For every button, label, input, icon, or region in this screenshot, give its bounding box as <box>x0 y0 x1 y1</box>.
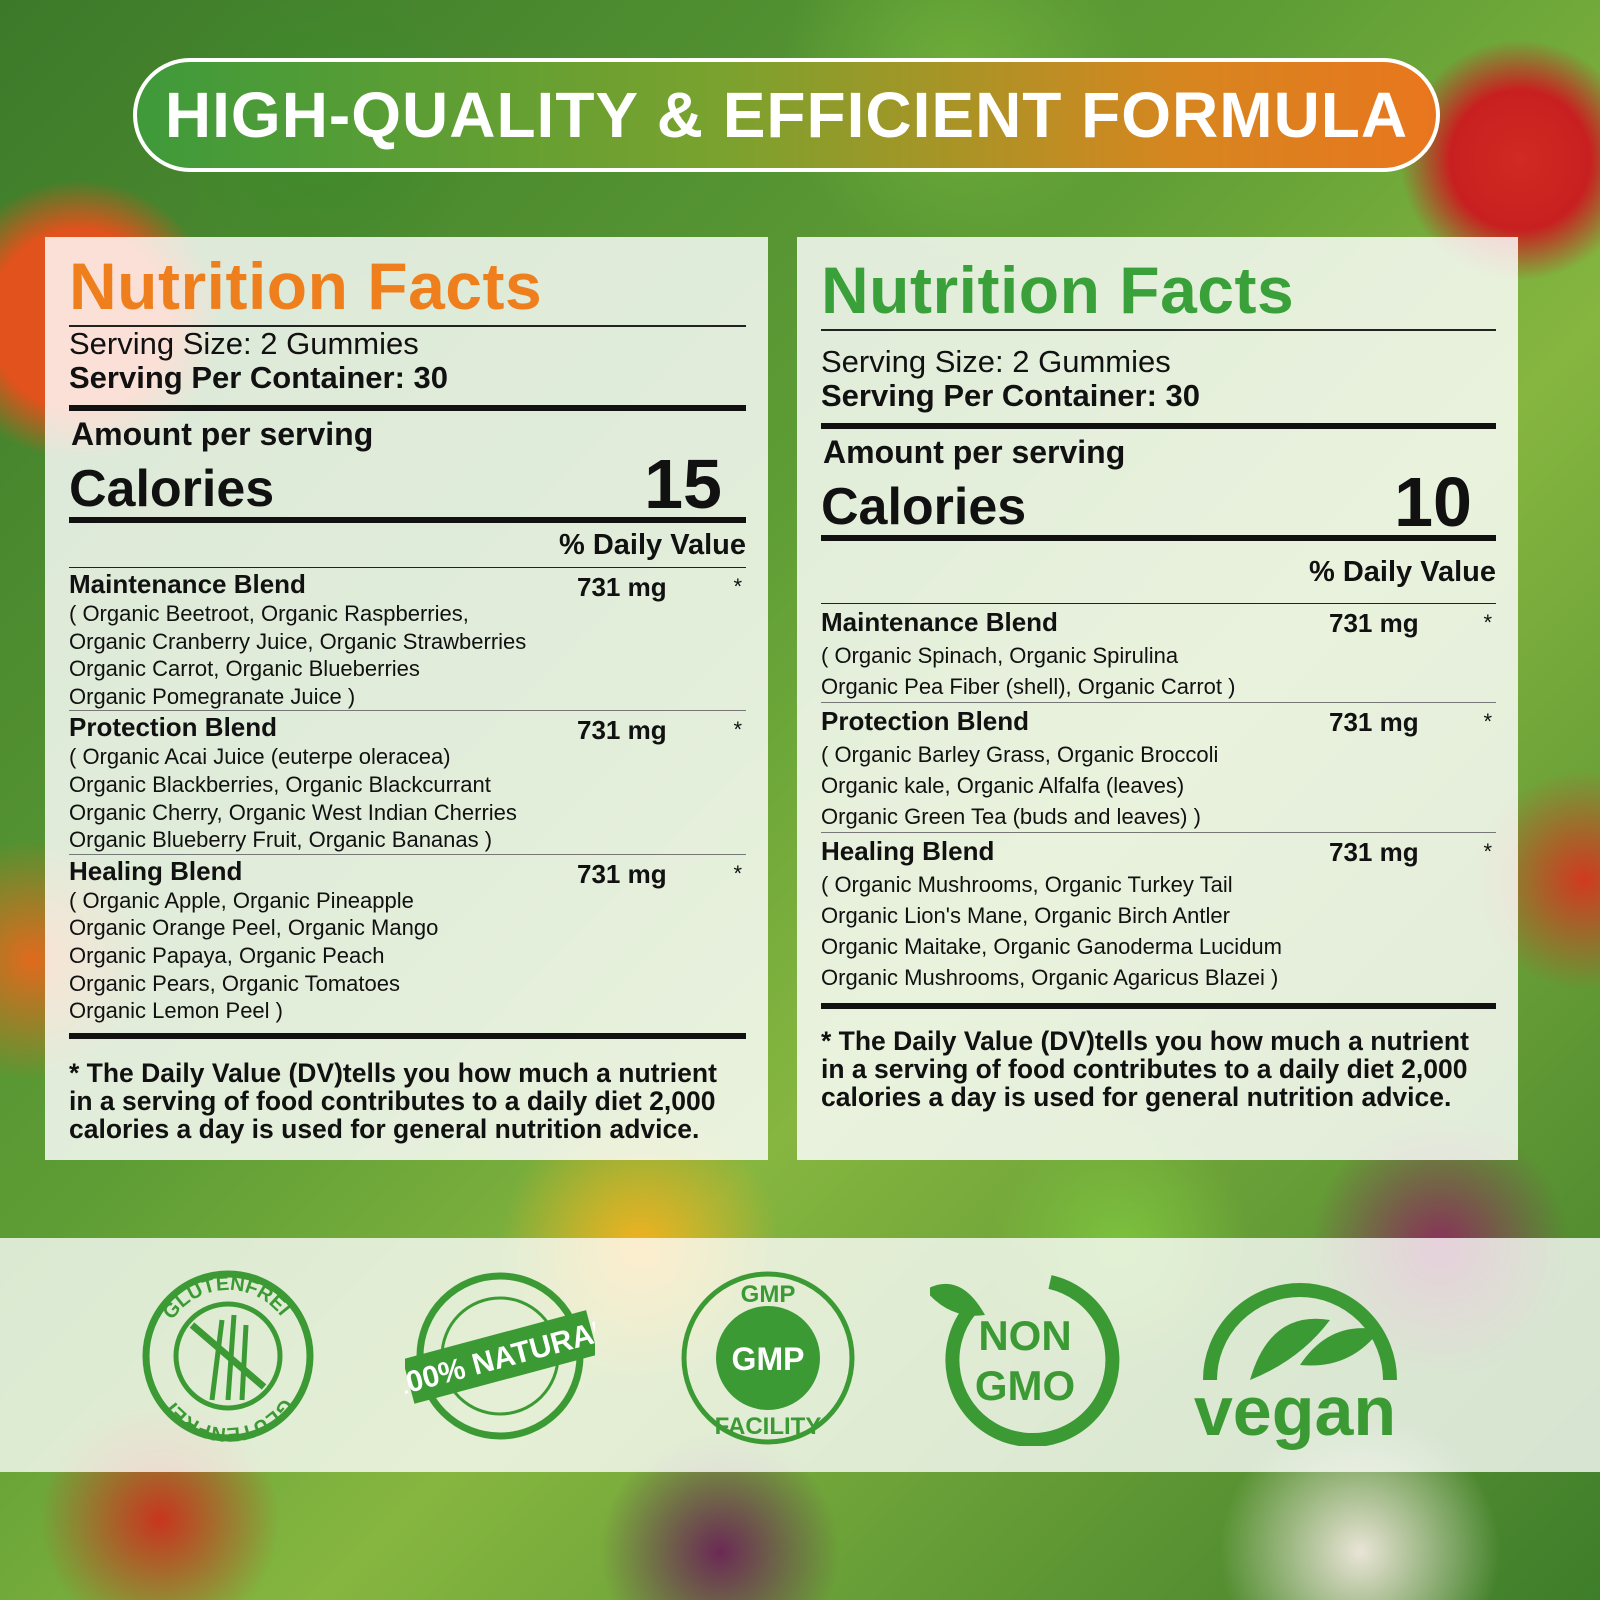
banner-title: HIGH-QUALITY & EFFICIENT FORMULA <box>164 79 1409 151</box>
daily-value-footnote: * The Daily Value (DV)tells you how much… <box>69 1057 717 1144</box>
ingredient-line: Organic Cranberry Juice, Organic Strawbe… <box>69 628 527 654</box>
calories-label: Calories <box>821 478 1027 536</box>
blend-amount: 731 mg <box>1329 608 1419 638</box>
divider <box>69 325 746 327</box>
non-gmo-icon: NON GMO <box>925 1270 1120 1451</box>
gmp-icon: GMP GMP FACILITY <box>680 1270 856 1451</box>
blend-name: Healing Blend <box>69 855 243 886</box>
divider <box>69 405 746 411</box>
amount-per-serving: Amount per serving <box>71 416 374 452</box>
ingredient-line: Organic Orange Peel, Organic Mango <box>69 915 439 941</box>
blend-daily-value: * <box>733 717 742 743</box>
nutrition-title: Nutrition Facts <box>821 253 1295 327</box>
ingredient-line: ( Organic Spinach, Organic Spirulina <box>821 643 1179 668</box>
blend-row: Healing Blend 731 mg * ( Organic Apple, Or… <box>69 853 746 1025</box>
ingredient-line: ( Organic Barley Grass, Organic Broccoli <box>821 742 1219 767</box>
ingredient-line: ( Organic Mushrooms, Organic Turkey Tail <box>821 872 1233 897</box>
divider <box>821 603 1496 604</box>
svg-text:GMP: GMP <box>732 1341 805 1377</box>
divider <box>821 329 1496 331</box>
divider <box>69 517 746 523</box>
banner: HIGH-QUALITY & EFFICIENT FORMULA <box>133 58 1440 172</box>
blend-daily-value: * <box>1483 610 1492 635</box>
ingredient-line: Organic Green Tea (buds and leaves) ) <box>821 804 1201 829</box>
ingredient-line: Organic Pea Fiber (shell), Organic Carro… <box>821 674 1236 699</box>
blend-daily-value: * <box>1483 839 1492 864</box>
ingredient-line: Organic Cherry, Organic West Indian Cher… <box>69 799 517 825</box>
svg-text:GLUTENFREI: GLUTENFREI <box>162 1394 298 1442</box>
calories-value: 10 <box>1394 463 1472 541</box>
serving-size: Serving Size: 2 Gummies <box>821 344 1171 379</box>
ingredient-line: ( Organic Beetroot, Organic Raspberries, <box>69 601 469 626</box>
serving-per-container: Serving Per Container: 30 <box>69 360 449 395</box>
blend-daily-value: * <box>1483 709 1492 734</box>
nutrition-panel-left: Nutrition Facts Serving Size: 2 Gummies … <box>45 237 768 1160</box>
calories-row: Calories 15 <box>69 445 746 523</box>
divider <box>821 535 1496 541</box>
blend-amount: 731 mg <box>577 572 667 602</box>
svg-text:GLUTENFREI: GLUTENFREI <box>159 1273 295 1324</box>
svg-text:FACILITY: FACILITY <box>715 1413 822 1440</box>
blend-amount: 731 mg <box>1329 707 1419 737</box>
divider <box>69 567 746 568</box>
blend-name: Protection Blend <box>821 706 1030 736</box>
blend-name: Maintenance Blend <box>821 607 1058 637</box>
ingredient-line: Organic Blueberry Fruit, Organic Bananas… <box>69 827 493 853</box>
ingredient-line: Organic Mushrooms, Organic Agaricus Blaz… <box>821 965 1279 990</box>
ingredient-line: Organic Maitake, Organic Ganoderma Lucid… <box>821 934 1282 959</box>
ingredient-line: Organic Carrot, Organic Blueberries <box>69 656 420 682</box>
blend-daily-value: * <box>733 574 742 599</box>
ingredient-line: Organic Pears, Organic Tomatoes <box>69 970 400 996</box>
ingredient-line: Organic Pomegranate Juice ) <box>69 683 356 709</box>
nutrition-panel-right: Nutrition Facts Serving Size: 2 Gummies … <box>797 237 1518 1160</box>
natural-icon: 100% NATURAL <box>386 1270 615 1447</box>
ingredient-line: Organic Papaya, Organic Peach <box>69 942 385 968</box>
svg-text:vegan: vegan <box>1194 1372 1396 1450</box>
daily-value-header: % Daily Value <box>1309 556 1496 588</box>
amount-per-serving: Amount per serving <box>823 434 1126 470</box>
calories-row: Calories 10 <box>821 463 1496 541</box>
svg-text:GMP: GMP <box>741 1281 796 1308</box>
blend-name: Protection Blend <box>69 712 278 743</box>
ingredient-line: ( Organic Apple, Organic Pineapple <box>69 887 414 913</box>
divider <box>821 1003 1496 1009</box>
blend-row: Maintenance Blend 731 mg * ( Organic Spina… <box>821 604 1496 702</box>
blend-row: Maintenance Blend 731 mg * ( Organic Beetr… <box>69 568 746 710</box>
calories-value: 15 <box>644 445 722 523</box>
blend-row: Healing Blend 731 mg * ( Organic Mushrooms… <box>821 832 1496 993</box>
blend-amount: 731 mg <box>577 858 667 889</box>
serving-per-container: Serving Per Container: 30 <box>821 378 1201 413</box>
svg-text:GMO: GMO <box>975 1362 1075 1409</box>
blend-daily-value: * <box>733 860 742 886</box>
blend-list: Maintenance Blend 731 mg * ( Organic Beetr… <box>69 568 746 1025</box>
blend-list: Maintenance Blend 731 mg * ( Organic Spina… <box>821 604 1496 993</box>
nutrition-title: Nutrition Facts <box>69 249 543 323</box>
daily-value-header: % Daily Value <box>559 529 746 561</box>
ingredient-line: Organic Lion's Mane, Organic Birch Antle… <box>821 903 1230 928</box>
ingredient-line: Organic Blackberries, Organic Blackcurra… <box>69 771 491 797</box>
daily-value-footnote: * The Daily Value (DV)tells you how much… <box>821 1026 1469 1112</box>
blend-amount: 731 mg <box>1329 837 1419 867</box>
divider <box>69 1032 746 1039</box>
gluten-free-icon: GLUTENFREI GLUTENFREI <box>142 1270 314 1447</box>
ingredient-line: Organic Lemon Peel ) <box>69 998 283 1024</box>
ingredient-line: Organic kale, Organic Alfalfa (leaves) <box>821 773 1185 798</box>
blend-name: Healing Blend <box>821 836 995 866</box>
blend-row: Protection Blend 731 mg * ( Organic Acai J… <box>69 710 746 853</box>
ingredient-line: ( Organic Acai Juice (euterpe oleracea) <box>69 744 451 770</box>
svg-text:NON: NON <box>978 1312 1071 1359</box>
calories-label: Calories <box>69 460 275 518</box>
serving-size: Serving Size: 2 Gummies <box>69 326 419 361</box>
vegan-icon: vegan <box>1180 1270 1430 1455</box>
blend-row: Protection Blend 731 mg * ( Organic Barley… <box>821 702 1496 832</box>
divider <box>821 423 1496 429</box>
blend-amount: 731 mg <box>577 715 667 746</box>
blend-name: Maintenance Blend <box>69 569 306 599</box>
